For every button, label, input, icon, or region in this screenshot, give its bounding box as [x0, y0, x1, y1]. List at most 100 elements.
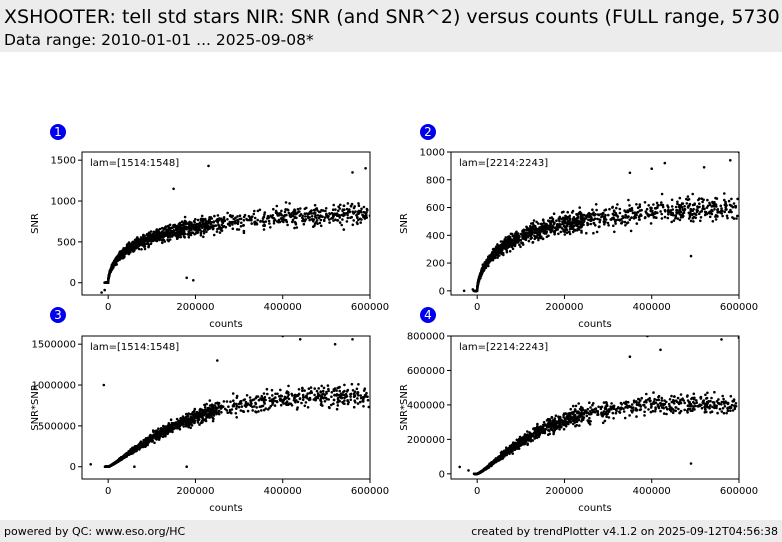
data-point — [233, 402, 236, 405]
data-point — [295, 226, 299, 229]
data-point — [203, 406, 207, 409]
data-point — [293, 393, 297, 397]
data-point — [628, 204, 631, 207]
data-point — [200, 226, 204, 229]
data-point — [251, 405, 254, 409]
data-point — [167, 227, 171, 231]
data-point — [541, 224, 545, 228]
data-point — [340, 393, 344, 397]
data-point — [163, 427, 167, 430]
data-point — [683, 205, 686, 208]
data-point — [561, 220, 564, 223]
data-point — [695, 208, 698, 212]
data-point — [352, 219, 356, 222]
y-axis-label: SNR — [399, 213, 410, 234]
data-point — [112, 462, 116, 465]
data-point — [207, 164, 210, 168]
data-point — [676, 217, 680, 220]
data-points — [100, 164, 370, 294]
data-point — [225, 409, 228, 412]
data-point — [332, 402, 335, 406]
data-point — [262, 399, 266, 402]
data-point — [139, 236, 143, 239]
data-point — [343, 208, 346, 211]
data-point — [670, 205, 674, 208]
data-point — [533, 437, 536, 440]
data-point — [120, 251, 123, 255]
data-point — [288, 202, 291, 205]
data-point — [542, 221, 546, 225]
scatter-panel-2: 20 200000 400000 60000002004006008001000lam… — [399, 124, 758, 330]
x-tick-label: 200000 — [545, 302, 583, 313]
data-point — [109, 464, 112, 468]
data-point — [262, 392, 266, 395]
data-point — [717, 398, 720, 401]
data-point — [357, 202, 360, 205]
data-point — [181, 228, 184, 232]
data-point — [307, 398, 311, 402]
data-point — [338, 389, 342, 393]
data-point — [314, 214, 317, 217]
data-point — [343, 389, 346, 393]
data-points — [462, 152, 739, 293]
data-point — [253, 209, 256, 213]
data-point — [462, 289, 466, 293]
data-point — [249, 400, 252, 404]
data-point — [200, 419, 204, 423]
data-point — [507, 235, 511, 238]
data-point — [521, 243, 525, 246]
data-point — [301, 389, 304, 393]
data-point — [124, 453, 128, 456]
data-point — [562, 228, 565, 232]
data-point — [137, 247, 141, 251]
data-point — [313, 212, 317, 215]
data-point — [734, 402, 738, 405]
data-point — [502, 253, 505, 257]
data-point — [613, 230, 616, 234]
data-point — [338, 207, 342, 210]
data-point — [733, 407, 737, 411]
data-point — [652, 203, 655, 206]
data-point — [146, 240, 150, 243]
data-point — [663, 215, 667, 219]
data-point — [601, 211, 605, 215]
data-point — [701, 205, 705, 208]
data-point — [147, 438, 150, 442]
data-point — [205, 224, 209, 227]
wavelength-annotation: lam=[2214:2243] — [459, 158, 548, 169]
data-point — [254, 396, 258, 400]
data-point — [258, 208, 262, 212]
data-point — [269, 226, 272, 229]
data-point — [133, 448, 136, 452]
data-point — [185, 412, 188, 416]
data-point — [704, 393, 707, 397]
data-point — [320, 396, 323, 400]
data-point — [182, 221, 186, 225]
data-point — [113, 259, 116, 262]
data-point — [185, 465, 188, 469]
data-point — [119, 457, 123, 461]
data-point — [236, 215, 239, 218]
data-point — [304, 215, 307, 218]
data-point — [161, 241, 164, 245]
data-point — [574, 223, 578, 227]
data-point — [268, 406, 271, 410]
data-point — [105, 465, 108, 469]
data-point — [536, 229, 540, 232]
data-point — [254, 410, 257, 413]
data-point — [279, 399, 282, 402]
data-point — [242, 229, 246, 233]
data-point — [287, 384, 290, 388]
data-point — [322, 396, 325, 400]
data-point — [201, 223, 204, 226]
data-point — [343, 393, 346, 397]
data-point — [271, 403, 274, 406]
data-point — [190, 221, 193, 224]
data-point — [183, 416, 186, 420]
data-point — [611, 205, 614, 209]
data-point — [140, 241, 144, 245]
data-point — [697, 212, 701, 216]
data-point — [635, 213, 638, 217]
data-point — [315, 395, 318, 399]
